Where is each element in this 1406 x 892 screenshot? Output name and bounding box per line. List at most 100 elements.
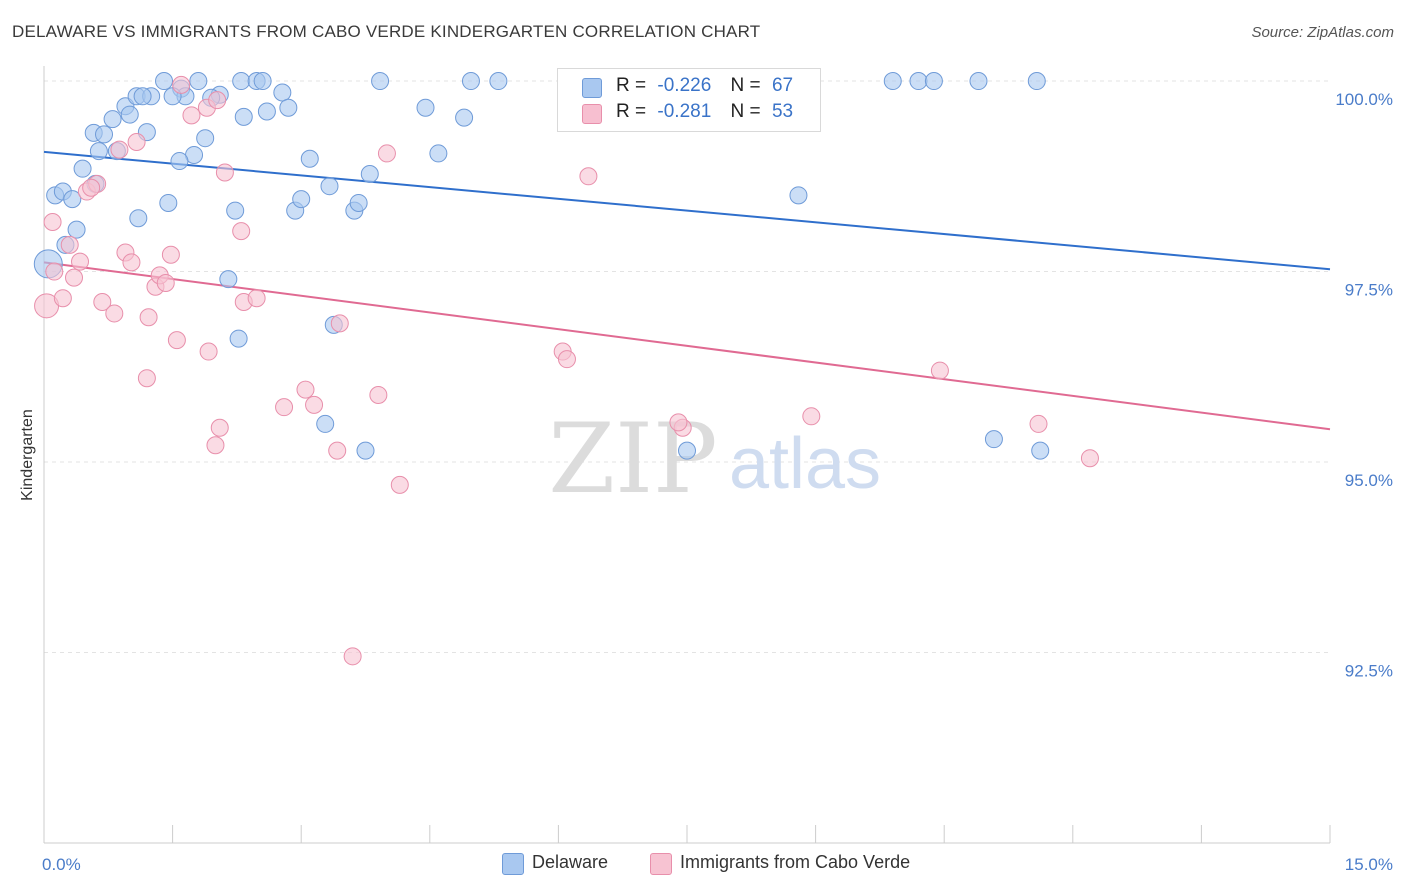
delaware-point bbox=[279, 98, 298, 117]
delaware-point bbox=[232, 72, 251, 91]
delaware-point bbox=[196, 129, 215, 148]
y-tick-label: 97.5% bbox=[1345, 281, 1393, 300]
delaware-point bbox=[1031, 441, 1050, 460]
gridlines bbox=[44, 80, 1330, 654]
cabo-verde-point bbox=[105, 304, 124, 323]
delaware-point bbox=[226, 201, 245, 220]
cabo-verde-point bbox=[137, 369, 156, 388]
cabo-verde-point bbox=[65, 268, 84, 287]
delaware-point bbox=[489, 72, 508, 91]
cabo-verde-point bbox=[330, 314, 349, 333]
delaware-point bbox=[229, 329, 248, 348]
cabo-verde-point bbox=[161, 245, 180, 264]
n-label: N = bbox=[730, 101, 761, 122]
stats-box: R = -0.226 N = 67 R = -0.281 N = 53 bbox=[557, 68, 821, 132]
delaware-point bbox=[189, 72, 208, 91]
delaware-point bbox=[969, 72, 988, 91]
delaware-point bbox=[300, 149, 319, 168]
cabo-verde-point bbox=[60, 235, 79, 254]
cabo-verde-point bbox=[43, 213, 62, 232]
legend-swatch-delaware bbox=[502, 853, 524, 875]
delaware-point bbox=[95, 125, 114, 144]
cabo-verde-point bbox=[275, 398, 294, 417]
delaware-point bbox=[356, 441, 375, 460]
cabo-verde-point bbox=[390, 475, 409, 494]
axes bbox=[43, 66, 1331, 844]
delaware-point bbox=[133, 87, 152, 106]
delaware-point bbox=[159, 193, 178, 212]
delaware-point bbox=[67, 220, 86, 239]
delaware-point bbox=[257, 102, 276, 121]
delaware-point bbox=[155, 72, 174, 91]
delaware-point bbox=[292, 190, 311, 209]
watermark-atlas: atlas bbox=[729, 424, 881, 504]
cabo-verde-point bbox=[93, 293, 112, 312]
delaware-point bbox=[129, 209, 148, 228]
cabo-verde-point bbox=[45, 262, 64, 281]
cabo-verde-point bbox=[167, 331, 186, 350]
r-value: -0.281 bbox=[657, 101, 712, 122]
cabo-verde-point bbox=[1080, 449, 1099, 468]
delaware-point bbox=[349, 193, 368, 212]
cabo-verde-point bbox=[802, 407, 821, 426]
cabo-verde-point bbox=[1029, 414, 1048, 433]
cabo-verde-point bbox=[557, 350, 576, 369]
cabo-verde-point bbox=[579, 167, 598, 186]
delaware-point bbox=[924, 72, 943, 91]
cabo-verde-point bbox=[156, 273, 175, 292]
y-tick-label: 100.0% bbox=[1335, 90, 1393, 109]
delaware-point bbox=[461, 72, 480, 91]
cabo-verde-point bbox=[110, 140, 129, 159]
r-label: R = bbox=[616, 101, 647, 122]
legend: Delaware Immigrants from Cabo Verde bbox=[0, 852, 1406, 876]
cabo-verde-point bbox=[122, 253, 141, 272]
watermark-zip: ZIP bbox=[548, 403, 717, 515]
delaware-point bbox=[371, 72, 390, 91]
cabo-verde-point bbox=[199, 342, 218, 361]
cabo-verde-point bbox=[669, 413, 688, 432]
delaware-trend-line bbox=[43, 150, 1331, 271]
cabo-verde-point bbox=[206, 436, 225, 455]
x-tick-label: 0.0% bbox=[42, 855, 81, 874]
r-value: -0.226 bbox=[657, 75, 712, 96]
cabo-verde-point bbox=[139, 308, 158, 327]
delaware-point bbox=[1027, 72, 1046, 91]
chart-title: DELAWARE VS IMMIGRANTS FROM CABO VERDE K… bbox=[12, 22, 761, 41]
delaware-point bbox=[253, 72, 272, 91]
cabo-verde-point bbox=[930, 361, 949, 380]
x-tick-label: 15.0% bbox=[1345, 855, 1393, 874]
delaware-point bbox=[455, 108, 474, 127]
y-tick-label: 95.0% bbox=[1345, 471, 1393, 490]
delaware-point bbox=[273, 83, 292, 102]
n-value: 67 bbox=[771, 75, 794, 96]
legend-label-delaware: Delaware bbox=[532, 852, 609, 872]
delaware-point bbox=[170, 152, 189, 171]
delaware-point bbox=[984, 430, 1003, 449]
legend-swatch-cabo-verde bbox=[650, 853, 672, 875]
cabo-verde-point bbox=[127, 133, 146, 152]
delaware-point bbox=[678, 441, 696, 460]
cabo-verde-point bbox=[296, 380, 315, 399]
r-label: R = bbox=[616, 75, 647, 96]
n-label: N = bbox=[730, 75, 761, 96]
delaware-point bbox=[120, 105, 139, 124]
delaware-point bbox=[316, 414, 335, 433]
delaware-point bbox=[429, 144, 448, 163]
stats-swatch-cabo-verde bbox=[582, 104, 602, 124]
cabo-verde-point bbox=[328, 441, 347, 460]
delaware-point bbox=[360, 165, 379, 184]
cabo-verde-point bbox=[377, 144, 396, 163]
cabo-verde-point bbox=[182, 106, 201, 125]
cabo-verde-point bbox=[210, 418, 229, 437]
cabo-verde-point bbox=[343, 647, 362, 666]
delaware-point bbox=[219, 270, 238, 289]
delaware-point bbox=[73, 159, 92, 178]
watermark: ZIP atlas bbox=[548, 403, 881, 515]
delaware-point bbox=[789, 186, 808, 205]
delaware-point bbox=[103, 110, 122, 129]
cabo-verde-point bbox=[71, 252, 90, 271]
cabo-verde-point bbox=[53, 289, 72, 308]
cabo-verde-point bbox=[232, 222, 251, 241]
delaware-point bbox=[909, 72, 928, 91]
